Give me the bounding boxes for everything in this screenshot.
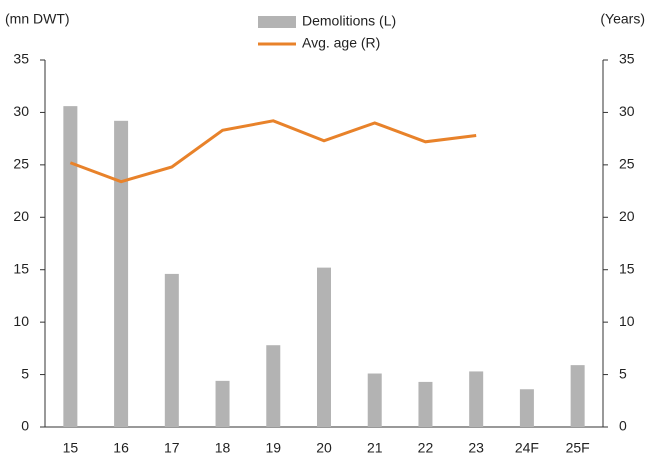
bar bbox=[469, 371, 484, 427]
x-tick-label: 16 bbox=[113, 440, 129, 456]
y-tick-label: 0 bbox=[21, 418, 29, 434]
y-tick-label: 10 bbox=[13, 313, 29, 329]
y2-tick-label: 10 bbox=[619, 313, 635, 329]
bar bbox=[418, 381, 433, 427]
y2-tick-label: 0 bbox=[619, 418, 627, 434]
line bbox=[69, 119, 477, 184]
y2-tick-label: 5 bbox=[619, 365, 627, 381]
y-tick-label: 15 bbox=[13, 260, 29, 276]
y2-tick-label: 30 bbox=[619, 103, 635, 119]
x-tick-label: 23 bbox=[468, 440, 484, 456]
y-tick-label: 5 bbox=[21, 365, 29, 381]
x-tick-label: 15 bbox=[63, 440, 79, 456]
x-tick-label: 18 bbox=[215, 440, 231, 456]
y2-tick-label: 20 bbox=[619, 208, 635, 224]
x-tick-label: 19 bbox=[265, 440, 281, 456]
bar bbox=[519, 389, 534, 427]
bar bbox=[367, 373, 382, 427]
x-tick-label: 21 bbox=[367, 440, 383, 456]
y-tick-label: 30 bbox=[13, 103, 29, 119]
x-tick-label: 22 bbox=[418, 440, 434, 456]
y2-tick-label: 25 bbox=[619, 156, 635, 172]
legend-label: Avg. age (R) bbox=[302, 35, 380, 51]
bar bbox=[317, 267, 331, 427]
y2-tick-label: 35 bbox=[619, 51, 635, 67]
y-axis-label: (mn DWT) bbox=[5, 11, 70, 27]
x-tick-label: 17 bbox=[164, 440, 180, 456]
legend-label: Demolitions (L) bbox=[302, 13, 396, 29]
y-tick-label: 25 bbox=[13, 156, 29, 172]
bar bbox=[266, 345, 281, 427]
legend-swatch bbox=[258, 16, 296, 28]
y2-axis-label: (Years) bbox=[600, 11, 645, 27]
bar bbox=[63, 106, 78, 427]
bar bbox=[570, 365, 585, 427]
x-tick-label: 20 bbox=[316, 440, 332, 456]
y-tick-label: 35 bbox=[13, 51, 29, 67]
bar bbox=[164, 273, 179, 427]
y-tick-label: 20 bbox=[13, 208, 29, 224]
bar bbox=[114, 120, 129, 428]
y2-tick-label: 15 bbox=[619, 260, 635, 276]
x-tick-label: 24F bbox=[515, 440, 539, 456]
x-tick-label: 25F bbox=[566, 440, 590, 456]
bar bbox=[215, 380, 230, 427]
